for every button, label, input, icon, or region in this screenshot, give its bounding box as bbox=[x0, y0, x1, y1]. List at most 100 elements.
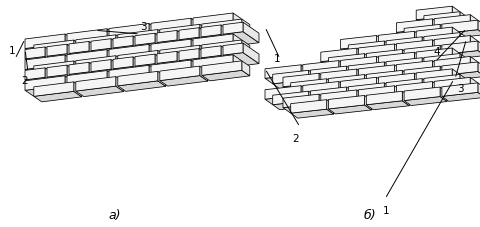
Polygon shape bbox=[441, 84, 477, 97]
Polygon shape bbox=[385, 47, 428, 56]
Polygon shape bbox=[401, 92, 408, 106]
Polygon shape bbox=[241, 62, 249, 76]
Polygon shape bbox=[414, 74, 420, 88]
Polygon shape bbox=[401, 50, 408, 65]
Polygon shape bbox=[149, 45, 156, 60]
Polygon shape bbox=[67, 66, 83, 86]
Polygon shape bbox=[439, 67, 446, 81]
Polygon shape bbox=[451, 70, 458, 84]
Polygon shape bbox=[135, 34, 155, 46]
Polygon shape bbox=[109, 66, 149, 80]
Polygon shape bbox=[109, 75, 156, 86]
Polygon shape bbox=[133, 37, 149, 57]
Polygon shape bbox=[73, 82, 82, 97]
Polygon shape bbox=[156, 52, 177, 64]
Polygon shape bbox=[192, 35, 232, 49]
Polygon shape bbox=[232, 56, 240, 71]
Polygon shape bbox=[155, 34, 171, 54]
Polygon shape bbox=[308, 92, 315, 106]
Polygon shape bbox=[439, 46, 446, 60]
Polygon shape bbox=[469, 36, 476, 51]
Polygon shape bbox=[423, 54, 459, 68]
Polygon shape bbox=[421, 58, 428, 73]
Polygon shape bbox=[65, 56, 73, 71]
Polygon shape bbox=[328, 106, 371, 114]
Polygon shape bbox=[396, 92, 439, 101]
Polygon shape bbox=[76, 77, 116, 92]
Polygon shape bbox=[364, 54, 371, 69]
Polygon shape bbox=[151, 61, 191, 75]
Polygon shape bbox=[201, 47, 220, 59]
Polygon shape bbox=[326, 79, 333, 94]
Polygon shape bbox=[191, 19, 199, 34]
Polygon shape bbox=[385, 58, 421, 72]
Polygon shape bbox=[432, 20, 439, 34]
Polygon shape bbox=[113, 58, 133, 69]
Polygon shape bbox=[441, 42, 477, 55]
Polygon shape bbox=[441, 93, 480, 102]
Polygon shape bbox=[69, 73, 105, 86]
Polygon shape bbox=[433, 25, 476, 34]
Text: a): a) bbox=[108, 209, 121, 222]
Polygon shape bbox=[340, 46, 383, 55]
Polygon shape bbox=[272, 80, 315, 89]
Polygon shape bbox=[25, 44, 73, 55]
Polygon shape bbox=[73, 41, 82, 56]
Polygon shape bbox=[151, 40, 191, 54]
Polygon shape bbox=[423, 33, 459, 47]
Polygon shape bbox=[338, 61, 345, 76]
Polygon shape bbox=[433, 87, 476, 96]
Polygon shape bbox=[159, 55, 207, 66]
Polygon shape bbox=[67, 50, 107, 65]
Polygon shape bbox=[199, 67, 207, 82]
Polygon shape bbox=[179, 59, 215, 72]
Polygon shape bbox=[346, 67, 353, 81]
Polygon shape bbox=[25, 48, 45, 60]
Polygon shape bbox=[302, 71, 345, 80]
Polygon shape bbox=[76, 57, 116, 71]
Polygon shape bbox=[232, 35, 240, 50]
Polygon shape bbox=[76, 66, 123, 76]
Polygon shape bbox=[107, 30, 115, 44]
Polygon shape bbox=[396, 82, 432, 96]
Polygon shape bbox=[366, 50, 401, 64]
Polygon shape bbox=[340, 67, 383, 76]
Polygon shape bbox=[118, 81, 166, 92]
Polygon shape bbox=[441, 30, 480, 39]
Polygon shape bbox=[423, 22, 466, 31]
Polygon shape bbox=[113, 67, 149, 81]
Polygon shape bbox=[220, 26, 237, 46]
Polygon shape bbox=[384, 42, 391, 56]
Polygon shape bbox=[192, 56, 232, 70]
Polygon shape bbox=[159, 67, 199, 81]
Polygon shape bbox=[67, 45, 83, 65]
Polygon shape bbox=[302, 82, 338, 96]
Text: б): б) bbox=[363, 209, 375, 222]
Polygon shape bbox=[201, 35, 237, 49]
Polygon shape bbox=[25, 56, 65, 70]
Polygon shape bbox=[348, 51, 391, 60]
Polygon shape bbox=[340, 57, 376, 71]
Polygon shape bbox=[451, 28, 458, 42]
Polygon shape bbox=[433, 46, 476, 55]
Polygon shape bbox=[155, 55, 171, 75]
Polygon shape bbox=[25, 35, 65, 49]
Polygon shape bbox=[328, 64, 371, 73]
Polygon shape bbox=[135, 64, 171, 78]
Polygon shape bbox=[272, 92, 308, 105]
Polygon shape bbox=[328, 85, 371, 94]
Polygon shape bbox=[423, 64, 466, 73]
Polygon shape bbox=[320, 58, 363, 67]
Polygon shape bbox=[69, 52, 105, 65]
Polygon shape bbox=[403, 76, 446, 85]
Polygon shape bbox=[133, 58, 149, 78]
Polygon shape bbox=[328, 96, 364, 109]
Polygon shape bbox=[241, 41, 249, 56]
Polygon shape bbox=[396, 29, 439, 38]
Polygon shape bbox=[151, 70, 199, 81]
Polygon shape bbox=[157, 51, 166, 66]
Polygon shape bbox=[91, 60, 111, 72]
Polygon shape bbox=[192, 14, 232, 28]
Polygon shape bbox=[423, 13, 459, 26]
Polygon shape bbox=[433, 67, 476, 76]
